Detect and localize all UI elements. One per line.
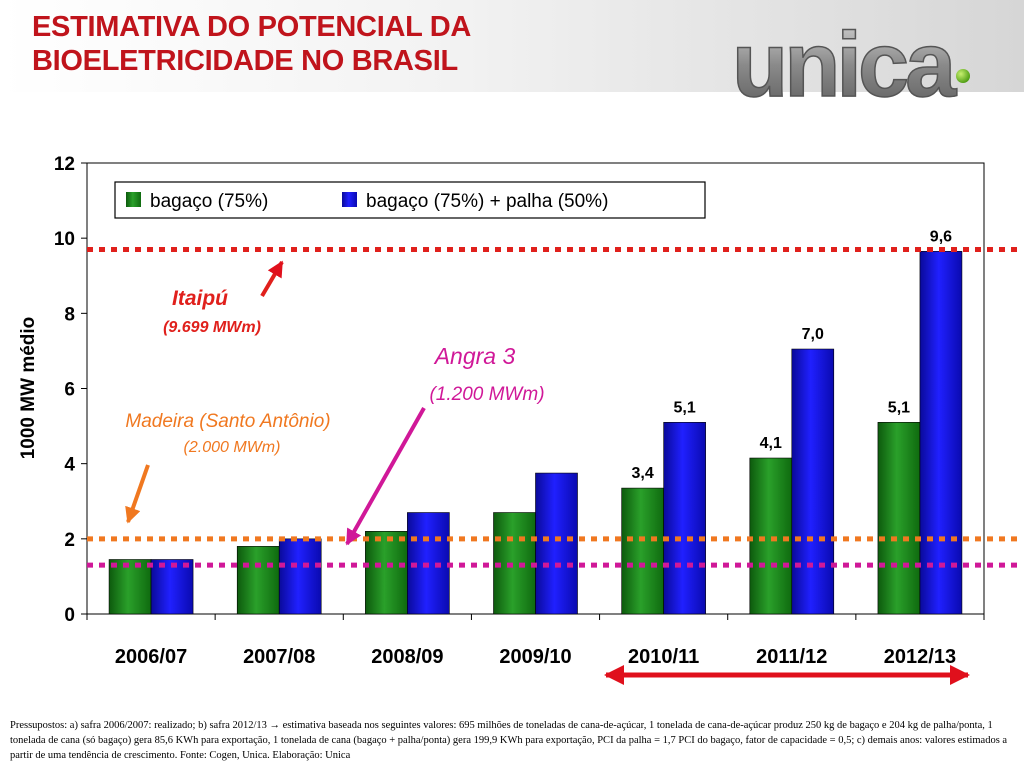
logo-dot — [956, 69, 970, 83]
itaipu-value: (9.699 MWm) — [163, 319, 261, 336]
x-axis: 2006/07 2007/08 2008/09 2009/10 2010/11 2011/… — [86, 614, 985, 668]
bar-series-1 — [236, 546, 280, 615]
bar-series-2 — [535, 472, 578, 615]
bars — [108, 251, 963, 615]
legend-swatch-blue — [342, 192, 357, 207]
slide-header: ESTIMATIVA DO POTENCIAL DA BIOELETRICIDA… — [0, 0, 1024, 92]
bar-series-2 — [150, 559, 194, 615]
x-tick-label: 2010/11 — [628, 646, 699, 668]
bar-series-1 — [877, 422, 921, 615]
bar-series-2 — [791, 348, 835, 615]
y-tick-label: 10 — [54, 229, 75, 250]
madeira-label: Madeira (Santo Antônio) — [125, 411, 330, 432]
title-line-1: ESTIMATIVA DO POTENCIAL DA — [32, 11, 472, 43]
legend-swatch-green — [126, 192, 141, 207]
y-tick-label: 12 — [54, 154, 75, 175]
bar-series-2 — [278, 538, 322, 615]
page-title: ESTIMATIVA DO POTENCIAL DA BIOELETRICIDA… — [32, 10, 672, 78]
bar-series-2 — [919, 251, 963, 615]
title-line-2: BIOELETRICIDADE NO BRASIL — [32, 45, 458, 77]
angra-value: (1.200 MWm) — [429, 384, 544, 405]
bar-value-label: 5,1 — [674, 399, 696, 416]
bar-value-label: 9,6 — [930, 228, 952, 245]
y-axis: 0 2 4 6 8 10 12 — [54, 154, 87, 626]
y-tick-label: 0 — [64, 605, 75, 626]
y-tick-label: 2 — [64, 530, 75, 551]
legend-label-series-2: bagaço (75%) + palha (50%) — [366, 191, 608, 212]
x-tick-label: 2007/08 — [243, 646, 315, 668]
angra-label: Angra 3 — [433, 343, 516, 369]
bar-series-2 — [663, 422, 706, 615]
madeira-value: (2.000 MWm) — [184, 439, 281, 456]
y-tick-label: 6 — [64, 380, 75, 401]
bar-series-1 — [621, 487, 664, 615]
y-axis-label: 1000 MW médio — [18, 317, 39, 460]
bar-value-labels: 3,4 4,1 5,1 5,1 7,0 9,6 — [632, 228, 953, 482]
bar-series-1 — [365, 531, 408, 615]
bar-value-label: 7,0 — [802, 326, 824, 343]
bar-series-1 — [749, 457, 793, 615]
bar-series-1 — [108, 559, 152, 615]
legend: bagaço (75%) bagaço (75%) + palha (50%) — [114, 181, 706, 219]
unica-logo: unica — [731, 28, 970, 117]
itaipu-arrow — [260, 260, 284, 298]
bar-value-label: 3,4 — [632, 465, 654, 482]
bar-value-label: 5,1 — [888, 399, 910, 416]
footnote: Pressupostos: a) safra 2006/2007: realiz… — [10, 720, 1008, 761]
legend-label-series-1: bagaço (75%) — [150, 191, 268, 212]
y-tick-label: 4 — [64, 455, 75, 476]
x-tick-label: 2012/13 — [884, 646, 956, 668]
y-tick-label: 8 — [64, 304, 75, 325]
angra-arrow — [345, 407, 426, 546]
x-tick-label: 2006/07 — [115, 646, 187, 668]
madeira-arrow — [125, 464, 150, 524]
x-tick-label: 2009/10 — [499, 646, 571, 668]
x-tick-label: 2011/12 — [756, 646, 827, 668]
itaipu-label: Itaipú — [172, 287, 228, 310]
logo-wordmark: unica — [732, 28, 957, 116]
bar-value-label: 4,1 — [760, 435, 782, 452]
x-tick-label: 2008/09 — [371, 646, 443, 668]
